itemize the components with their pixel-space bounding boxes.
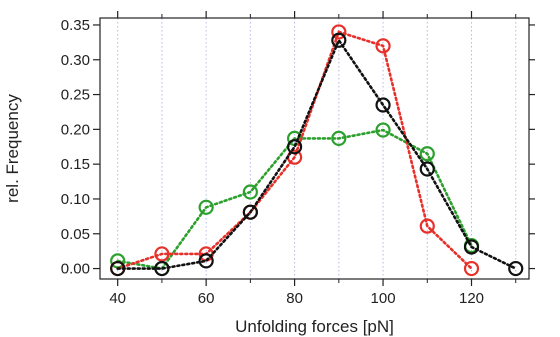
y-tick-label: 0.00: [61, 261, 90, 278]
data-point: [154, 246, 170, 262]
x-tick-label: 40: [109, 290, 126, 307]
data-point: [286, 139, 303, 155]
series-line: [116, 128, 473, 270]
data-point: [110, 260, 126, 277]
series-2: [110, 32, 524, 277]
data-point: [198, 253, 214, 269]
data-point: [154, 260, 170, 277]
axes: 40 60 80 100 120 0.00 0.05 0.10 0.15 0.20 0.25 0.30…: [61, 11, 535, 307]
series-layer: [110, 24, 524, 277]
data-point: [508, 260, 524, 277]
y-tick-label: 0.35: [61, 17, 90, 34]
data-point: [419, 218, 435, 234]
data-point: [375, 122, 391, 138]
data-point: [242, 184, 258, 200]
y-tick-label: 0.05: [61, 226, 90, 243]
plot-frame: [99, 17, 530, 280]
y-tick-label: 0.25: [61, 87, 90, 104]
x-axis-title: Unfolding forces [pN]: [235, 317, 394, 336]
data-point: [463, 239, 480, 255]
y-tick-label: 0.15: [61, 156, 90, 173]
data-point: [331, 24, 347, 40]
data-point: [419, 146, 435, 162]
x-tick-label: 80: [286, 290, 303, 307]
data-point: [242, 204, 258, 220]
series-line: [116, 37, 518, 270]
y-tick-label: 0.10: [61, 191, 90, 208]
data-point: [198, 199, 214, 215]
series-line: [116, 30, 473, 270]
data-point: [419, 161, 435, 177]
data-point: [463, 260, 480, 277]
x-tick-label: 60: [198, 290, 215, 307]
x-tick-label: 120: [459, 290, 484, 307]
data-point: [331, 130, 347, 147]
y-axis-title: rel. Frequency: [3, 94, 22, 203]
grid-lines: [117, 18, 517, 279]
data-point: [375, 38, 391, 54]
data-point: [331, 32, 347, 48]
x-tick-label: 100: [371, 290, 396, 307]
data-point: [375, 97, 391, 113]
y-tick-label: 0.20: [61, 121, 90, 138]
y-tick-label: 0.30: [61, 52, 90, 69]
